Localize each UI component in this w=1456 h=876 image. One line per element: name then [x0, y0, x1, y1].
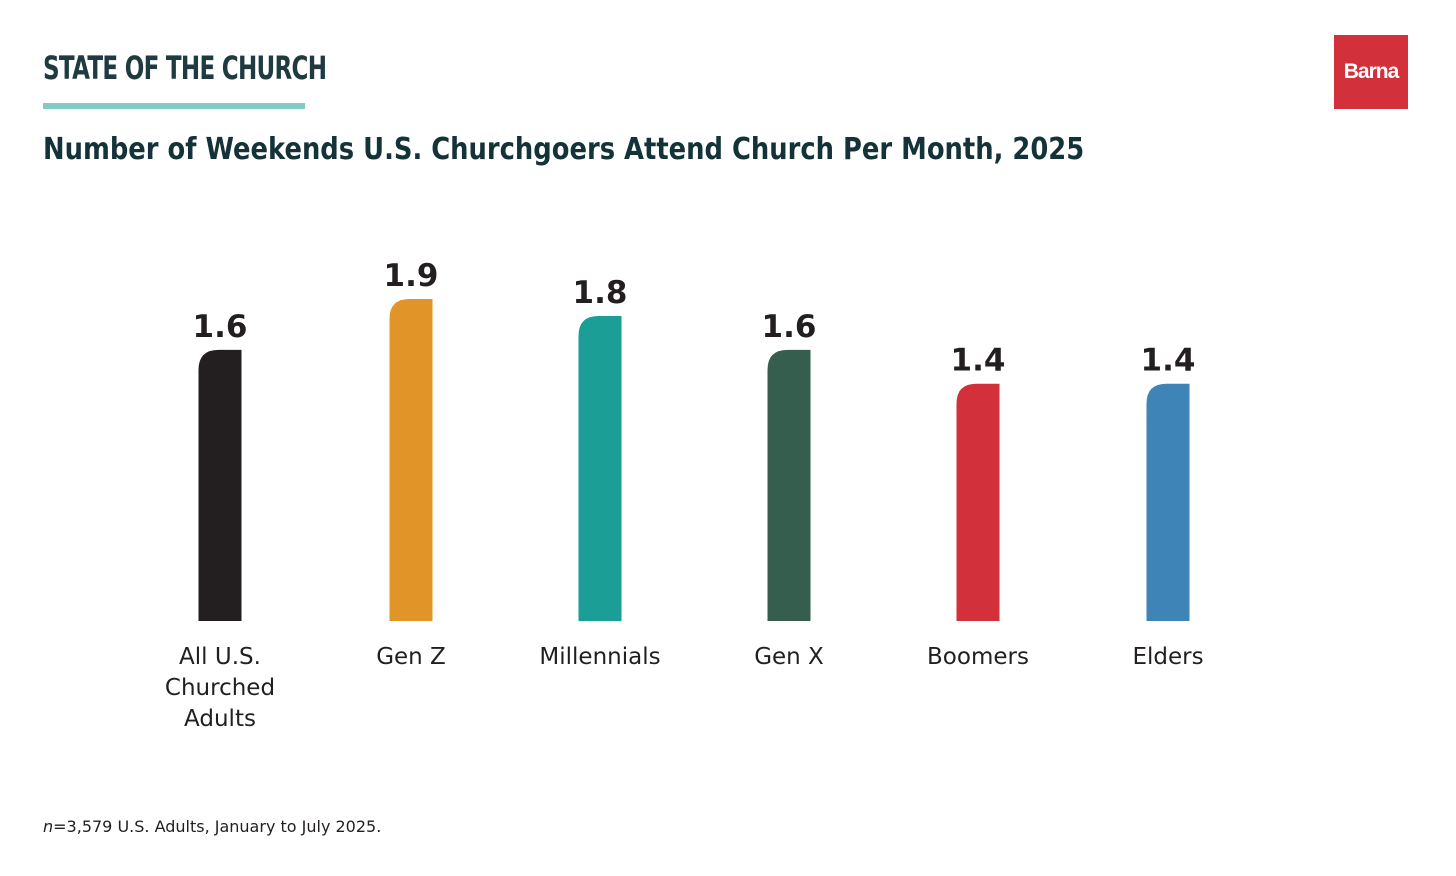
- bar: [578, 315, 622, 621]
- bar-group: 1.4 Elders: [1132, 343, 1203, 670]
- category-label-line: Churched: [165, 675, 275, 701]
- bar-group: 1.8 Millennials: [539, 275, 660, 670]
- category-label-line: Boomers: [927, 644, 1029, 670]
- bar: [956, 383, 1000, 621]
- bar-value-label: 1.9: [384, 258, 439, 294]
- bar-group: 1.4 Boomers: [927, 343, 1029, 670]
- bar: [1146, 383, 1190, 621]
- barna-logo: Barna: [1334, 35, 1408, 109]
- sample-size-symbol: n: [43, 817, 54, 836]
- series-title: STATE OF THE CHURCH: [43, 49, 327, 87]
- sample-description: =3,579 U.S. Adults, January to July 2025…: [53, 817, 382, 836]
- category-label: Gen Z: [376, 644, 446, 670]
- bar-group: 1.6 All U.S. Churched Adults: [165, 309, 275, 732]
- category-label-line: Elders: [1132, 644, 1203, 670]
- category-label-line: Gen Z: [376, 644, 446, 670]
- category-label: Elders: [1132, 644, 1203, 670]
- sample-footnote: n=3,579 U.S. Adults, January to July 202…: [43, 817, 381, 836]
- title-underline: [43, 103, 305, 109]
- category-label: Gen X: [754, 644, 824, 670]
- category-label: Millennials: [539, 644, 660, 670]
- bar-group: 1.6 Gen X: [754, 309, 824, 670]
- chart-title: Number of Weekends U.S. Churchgoers Atte…: [43, 132, 1085, 167]
- bar-value-label: 1.8: [573, 275, 628, 311]
- bar-value-label: 1.4: [951, 343, 1006, 379]
- bar-value-label: 1.6: [193, 309, 248, 345]
- bar-value-label: 1.4: [1141, 343, 1196, 379]
- bar-value-label: 1.6: [762, 309, 817, 345]
- category-label: Boomers: [927, 644, 1029, 670]
- category-label-line: Millennials: [539, 644, 660, 670]
- bar: [198, 349, 242, 621]
- category-label-line: Adults: [184, 706, 256, 732]
- bar: [767, 349, 811, 621]
- category-label-line: Gen X: [754, 644, 824, 670]
- bar-group: 1.9 Gen Z: [376, 258, 446, 670]
- category-label: All U.S. Churched Adults: [165, 644, 275, 732]
- category-label-line: All U.S.: [179, 644, 261, 670]
- bar: [389, 299, 433, 621]
